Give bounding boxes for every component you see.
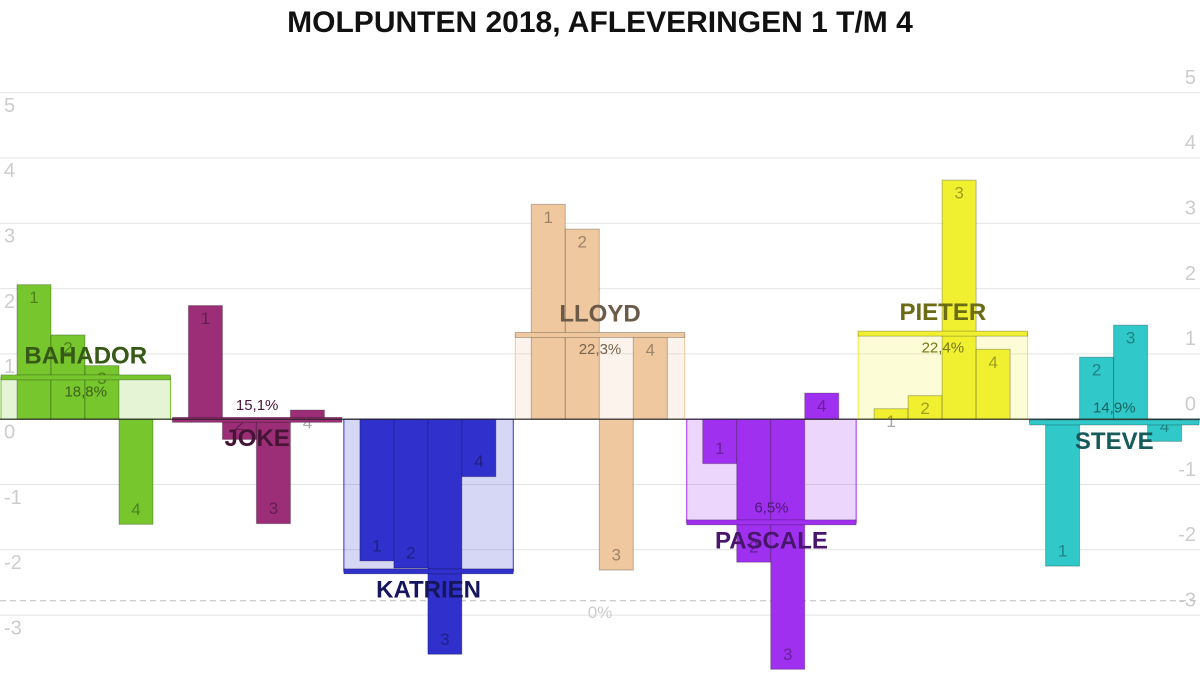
episode-label: 3 [783,645,792,664]
episode-label: 1 [1058,542,1067,561]
episode-label: 3 [269,499,278,518]
share-label: 18,8% [64,383,107,400]
contestant-name: BAHADOR [24,343,147,370]
bar [564,228,600,420]
y-tick-label: 3 [4,226,15,248]
mean-line [1029,419,1200,426]
share-label: 22,4% [922,340,965,357]
episode-label: 2 [578,233,587,252]
contestant-name: PIETER [900,299,987,326]
contestant-name: KATRIEN [376,577,481,604]
bar [84,365,120,420]
y-tick-label: -1 [4,487,22,509]
episode-label: 2 [63,338,72,357]
bar [975,348,1011,420]
episode-label: 1 [715,439,724,458]
share-label: 14,9% [1093,399,1136,416]
y2-tick-label: -1 [1178,459,1196,481]
mean-line [514,332,686,338]
episode-label: 4 [988,353,997,372]
threshold-label: 0% [588,603,613,622]
episode-label: 4 [817,397,826,416]
y2-tick-label: -3 [1178,589,1196,611]
episode-label: 4 [1160,417,1169,436]
y2-tick-label: 4 [1185,132,1196,154]
episode-label: 3 [612,546,621,565]
episode-label: 4 [646,340,655,359]
y-tick-label: 5 [4,95,15,117]
y-tick-label: 1 [4,356,15,378]
chart-title: MOLPUNTEN 2018, AFLEVERINGEN 1 T/M 4 [287,6,913,39]
episode-label: 2 [920,399,929,418]
y-tick-label: 4 [4,160,15,182]
bar [187,305,223,420]
bar [736,418,772,563]
episode-label: 1 [372,536,381,555]
y2-tick-label: 2 [1185,263,1196,285]
y2-tick-label: 3 [1185,198,1196,220]
episode-label: 3 [1126,329,1135,348]
mean-line [172,416,343,423]
y2-tick-label: 1 [1185,328,1196,350]
episode-label: 2 [749,538,758,557]
share-label: 6,5% [754,499,788,516]
bar [702,418,738,465]
episode-label: 3 [440,630,449,649]
mean-line [686,519,857,526]
bar [632,336,668,420]
contestant-name: LLOYD [559,300,640,327]
y2-tick-label: 0 [1185,393,1196,415]
episode-label: 2 [1092,361,1101,380]
episode-label: 1 [201,309,210,328]
episode-label: 3 [954,184,963,203]
episode-label: 2 [235,415,244,434]
contestant-name: JOKE [224,425,289,452]
bar [393,418,429,569]
y-tick-label: 0 [4,421,15,443]
episode-label: 4 [131,500,140,519]
bar [255,418,291,525]
y-tick-label: 2 [4,291,15,313]
y2-tick-label: 5 [1185,67,1196,89]
bar [16,284,52,420]
bar [1113,324,1149,420]
bar [598,418,634,571]
episode-label: 1 [544,208,553,227]
contestant-name: PASCALE [715,528,828,555]
episode-label: 1 [29,288,38,307]
y-tick-label: -3 [4,617,22,639]
bar [427,418,463,655]
contestant-name: STEVE [1075,428,1154,455]
bar [530,203,566,420]
share-label: 22,3% [579,341,622,358]
bar [118,418,154,525]
mean-line [343,568,514,575]
mean-line [857,330,1028,337]
bar [770,418,806,670]
y-tick-label: -2 [4,552,22,574]
episode-label: 4 [303,414,312,433]
bar [461,418,497,478]
bar [941,179,977,420]
mean-line [0,374,171,381]
episode-label: 4 [474,452,483,471]
episode-label: 1 [886,412,895,431]
share-label: 15,1% [236,397,279,414]
episode-label: 2 [406,544,415,563]
bar [804,392,840,420]
y2-tick-label: -2 [1178,524,1196,546]
